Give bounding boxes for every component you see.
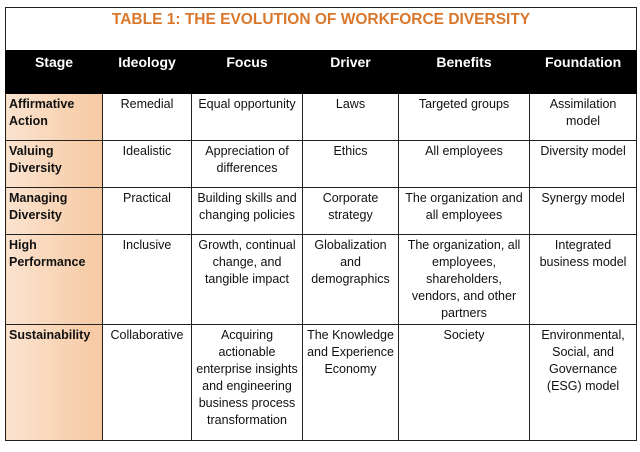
column-header: Ideology xyxy=(102,50,192,94)
table-cell: Environmental, Social, and Governance (E… xyxy=(528,324,638,441)
table-cell: Appreciation of differences xyxy=(191,140,303,188)
table-cell: Society xyxy=(398,324,530,441)
stage-cell: High Performance xyxy=(5,234,103,325)
stage-cell: Valuing Diversity xyxy=(5,140,103,188)
table-row: Sustainability Collaborative Acquiring act… xyxy=(5,324,638,441)
column-header: Foundation xyxy=(528,50,638,94)
table-cell: All employees xyxy=(398,140,530,188)
stage-cell: Sustainability xyxy=(5,324,103,441)
table-title: TABLE 1: THE EVOLUTION OF WORKFORCE DIVE… xyxy=(4,7,638,51)
column-header: Stage xyxy=(5,50,103,94)
table-cell: The Knowledge and Experience Economy xyxy=(302,324,399,441)
table-cell: Laws xyxy=(302,93,399,141)
workforce-diversity-table: TABLE 1: THE EVOLUTION OF WORKFORCE DIVE… xyxy=(4,7,638,441)
table-cell: Targeted groups xyxy=(398,93,530,141)
table-cell: Growth, continual change, and tangible i… xyxy=(191,234,303,325)
table-cell: Equal opportunity xyxy=(191,93,303,141)
table-cell: Integrated business model xyxy=(528,234,638,325)
header-row: Stage Ideology Focus Driver Benefits Fou… xyxy=(5,50,638,94)
table-cell: Globalization and demographics xyxy=(302,234,399,325)
table-cell: Idealistic xyxy=(102,140,192,188)
stage-cell: Managing Diversity xyxy=(5,187,103,235)
table-row: Managing Diversity Practical Building skil… xyxy=(5,187,638,235)
column-header: Driver xyxy=(302,50,399,94)
table-cell: Assimilation model xyxy=(528,93,638,141)
table-row: Affirmative Action Remedial Equal opportun… xyxy=(5,93,638,141)
table-cell: Ethics xyxy=(302,140,399,188)
table-cell: Remedial xyxy=(102,93,192,141)
column-header: Benefits xyxy=(398,50,530,94)
table-cell: Building skills and changing policies xyxy=(191,187,303,235)
column-header: Focus xyxy=(191,50,303,94)
table-row: High Performance Inclusive Growth, continu… xyxy=(5,234,638,325)
table-cell: The organization and all employees xyxy=(398,187,530,235)
table-row: Valuing Diversity Idealistic Appreciation … xyxy=(5,140,638,188)
table-cell: Practical xyxy=(102,187,192,235)
table-cell: Collaborative xyxy=(102,324,192,441)
table-cell: The organization, all employees, shareho… xyxy=(398,234,530,325)
table-cell: Diversity model xyxy=(528,140,638,188)
table-cell: Corporate strategy xyxy=(302,187,399,235)
stage-cell: Affirmative Action xyxy=(5,93,103,141)
table-cell: Acquiring actionable enterprise insights… xyxy=(191,324,303,441)
table-cell: Synergy model xyxy=(528,187,638,235)
table-cell: Inclusive xyxy=(102,234,192,325)
